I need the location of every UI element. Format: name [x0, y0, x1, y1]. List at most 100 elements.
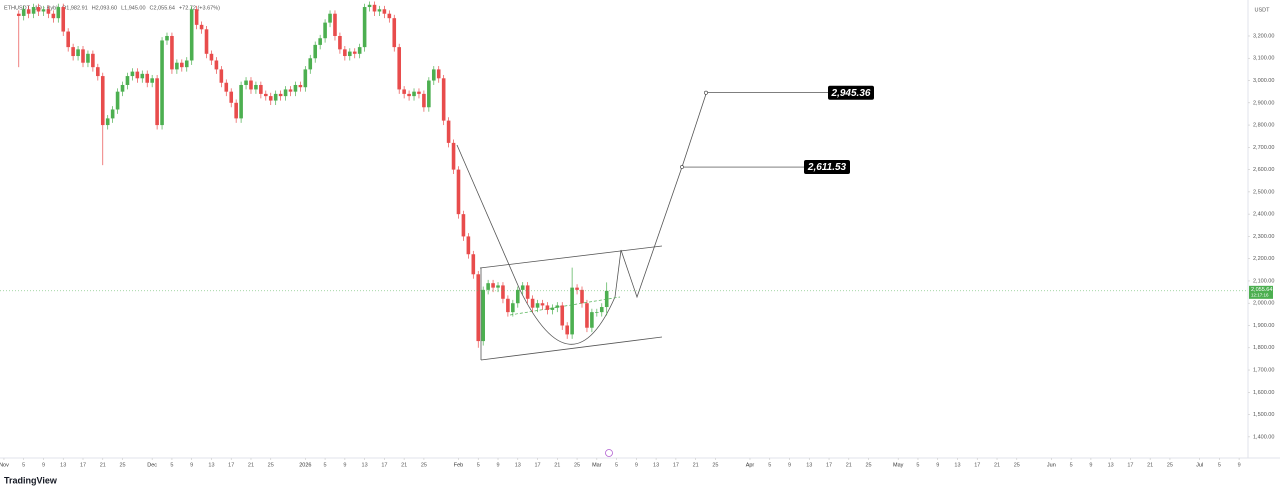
x-tick-label: 5 [615, 462, 618, 468]
candle-body [431, 69, 436, 81]
candle-body [278, 93, 283, 97]
x-tick-label: 21 [693, 462, 699, 468]
candle-body [417, 91, 421, 94]
candle-body [412, 91, 416, 97]
x-tick-label: 25 [574, 462, 580, 468]
y-tick-label: 2,100.00 [1253, 278, 1274, 284]
candle-body [446, 120, 451, 143]
candle-body [96, 67, 100, 77]
candle-body [511, 303, 515, 313]
x-tick-label: 25 [712, 462, 718, 468]
candle-body [229, 91, 234, 103]
last-price-tag [1249, 285, 1273, 299]
candle-body [91, 53, 95, 68]
x-tick-label: Apr [746, 462, 755, 468]
x-tick-label: 21 [994, 462, 1000, 468]
candle-body [239, 84, 243, 119]
x-tick-label: 9 [190, 462, 193, 468]
candle-body [343, 49, 347, 57]
neckline [509, 296, 621, 316]
x-tick-label: 9 [635, 462, 638, 468]
ohlc-value: H2,093.60 [92, 5, 117, 11]
brand-logo: TradingView [4, 475, 58, 485]
x-tick-label: Jul [1196, 462, 1203, 468]
candle-body [590, 312, 594, 328]
y-tick-label: 2,400.00 [1253, 212, 1274, 218]
candle-body [595, 312, 599, 313]
candle-body [170, 35, 174, 70]
x-tick-label: 13 [1108, 462, 1114, 468]
x-tick-label: Mar [592, 462, 602, 468]
candle-body [66, 31, 70, 48]
candle-body [441, 78, 446, 121]
candle-body [570, 287, 574, 335]
x-tick-label: 9 [343, 462, 346, 468]
candle-body [175, 62, 179, 70]
candle-body [530, 298, 535, 308]
trend-line [456, 144, 521, 291]
candle-body [165, 35, 169, 41]
y-tick-label: 1,800.00 [1253, 345, 1274, 351]
candle-body [199, 24, 204, 30]
x-tick-label: 25 [865, 462, 871, 468]
candle-body [264, 93, 268, 97]
candle-body [545, 305, 550, 310]
x-tick-label: 17 [974, 462, 980, 468]
x-tick-label: 25 [421, 462, 427, 468]
x-tick-label: 9 [1089, 462, 1092, 468]
y-tick-label: 3,200.00 [1253, 33, 1274, 39]
x-tick-label: 25 [1167, 462, 1173, 468]
x-tick-label: 9 [936, 462, 939, 468]
x-tick-label: 17 [826, 462, 832, 468]
x-tick-label: 25 [119, 462, 125, 468]
candle-body [140, 73, 145, 79]
candle-body [323, 22, 327, 39]
y-tick-label: 1,600.00 [1253, 390, 1274, 396]
x-tick-label: 13 [515, 462, 521, 468]
candle-body [392, 18, 397, 48]
candle-body [194, 9, 199, 25]
x-tick-label: 17 [1127, 462, 1133, 468]
candle-body [36, 7, 41, 12]
candle-body [273, 93, 278, 101]
candle-body [234, 102, 238, 119]
x-tick-label: 5 [22, 462, 25, 468]
x-tick-label: 5 [916, 462, 919, 468]
candle-body [100, 76, 105, 126]
x-tick-label: 17 [534, 462, 540, 468]
candle-body [180, 62, 184, 68]
candle-body [501, 285, 505, 299]
y-tick-label: 2,800.00 [1253, 123, 1274, 129]
candle-body [254, 84, 258, 90]
candle-body [244, 80, 248, 85]
candle-body [347, 51, 352, 57]
candle-body [293, 84, 298, 92]
last-price-label: 2,055.64 [1251, 287, 1272, 293]
y-tick-label: 2,500.00 [1253, 189, 1274, 195]
candle-body [21, 9, 26, 16]
candle-body [318, 38, 322, 45]
candle-body [313, 44, 318, 59]
candle-body [219, 69, 224, 83]
candle-body [303, 69, 308, 88]
x-tick-label: 17 [228, 462, 234, 468]
candle-body [535, 303, 540, 308]
candle-body [357, 47, 362, 54]
candle-body [486, 283, 490, 290]
candle-body [540, 303, 545, 306]
x-tick-label: 5 [477, 462, 480, 468]
cup-arc [519, 289, 616, 345]
candle-body [491, 283, 495, 288]
candle-body [402, 89, 406, 94]
x-tick-label: 21 [248, 462, 254, 468]
candle-body [259, 84, 263, 94]
ohlc-value: L1,945.00 [121, 5, 145, 11]
candle-body [377, 9, 382, 12]
y-tick-label: 3,100.00 [1253, 56, 1274, 62]
candle-body [520, 285, 525, 290]
candle-body [585, 303, 589, 328]
candle-body [604, 290, 609, 308]
x-tick-label: 13 [208, 462, 214, 468]
x-tick-label: 9 [1238, 462, 1241, 468]
candle-body [352, 51, 357, 54]
